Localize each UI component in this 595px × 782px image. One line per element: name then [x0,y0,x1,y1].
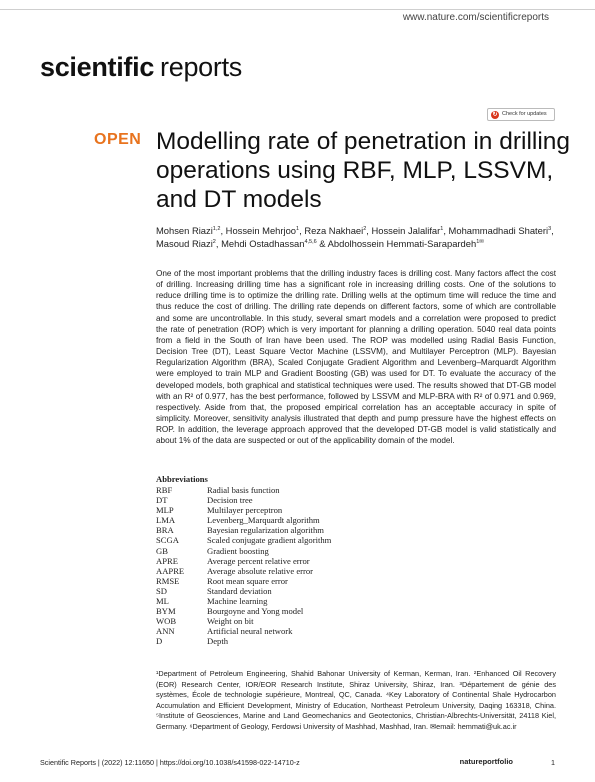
abbreviation-definition: Gradient boosting [207,545,269,556]
author-affiliation-mark: 3 [548,225,552,232]
abbreviation-term: SCGA [156,535,179,546]
abbreviation-definition: Root mean square error [207,575,288,586]
abbreviation-definition: Bayesian regularization algorithm [207,525,324,536]
author-name[interactable]: Mohammadhadi Shateri [448,225,549,236]
abbreviation-row: SD Standard deviation [156,586,331,596]
journal-name-light: reports [160,52,242,82]
journal-name-bold: scientific [40,52,155,82]
check-updates-label: Check for updates [502,111,547,117]
abbreviation-definition: Scaled conjugate gradient algorithm [207,535,332,546]
abbreviation-term: MLP [156,505,174,516]
author-name[interactable]: Masoud Riazi [156,238,213,249]
abbreviation-row: LMA Levenberg_Marquardt algorithm [156,515,331,525]
abbreviations-heading: Abbreviations [156,474,208,484]
abbreviation-row: D Depth [156,636,331,646]
abbreviation-term: RBF [156,485,173,495]
author-name[interactable]: Hossein Jalalifar [371,225,441,236]
update-icon: ↻ [491,110,499,119]
author-affiliation-mark: 1 [440,225,444,232]
abbreviation-row: SCGA Scaled conjugate gradient algorithm [156,535,331,545]
abbreviation-term: LMA [156,515,176,526]
abbreviation-row: ANN Artificial neural network [156,626,331,636]
abbreviation-row: BRA Bayesian regularization algorithm [156,525,331,535]
footer-citation[interactable]: Scientific Reports | (2022) 12:11650 | h… [40,758,300,767]
author-name[interactable]: Mehdi Ostadhassan [221,238,305,249]
author-name[interactable]: Mohsen Riazi [156,225,213,236]
abbreviation-row: GB Gradient boosting [156,546,331,556]
abbreviation-definition: Artificial neural network [207,626,293,637]
author-affiliation-mark: 2 [363,225,367,232]
abbreviations-table: RBF Radial basis function DT Decision tree M… [156,485,331,647]
abbreviation-term: DT [156,495,168,506]
author-name[interactable]: Reza Nakhaei [304,225,364,236]
abbreviation-row: AAPRE Average absolute relative error [156,566,331,576]
author-name[interactable]: Abdolhossein Hemmati-Sarapardeh [327,238,477,249]
abbreviation-term: AAPRE [156,565,185,576]
abbreviation-term: ANN [156,626,175,637]
abbreviation-definition: Machine learning [207,596,268,607]
abbreviation-term: WOB [156,616,177,627]
abbreviation-term: GB [156,545,168,556]
abbreviation-definition: Radial basis function [207,485,280,495]
abbreviation-row: MLP Multilayer perceptron [156,505,331,515]
abbreviation-term: BRA [156,525,174,536]
abstract: One of the most important problems that … [156,269,556,446]
check-updates-button[interactable]: ↻ Check for updates [487,108,555,121]
abbreviation-definition: Weight on bit [207,616,254,627]
abbreviation-row: RBF Radial basis function [156,485,331,495]
affiliations: ¹Department of Petroleum Engineering, Sh… [156,669,556,731]
abbreviations-section: Abbreviations RBF Radial basis function DT… [156,474,331,647]
abbreviation-definition: Multilayer perceptron [207,505,283,516]
abbreviation-definition: Bourgoyne and Yong model [207,606,304,617]
author-affiliation-mark: 1 [296,225,300,232]
article-title: Modelling rate of penetration in drillin… [156,128,571,213]
abbreviation-row: WOB Weight on bit [156,616,331,626]
author-list: Mohsen Riazi1,2, Hossein Mehrjoo1, Reza … [156,225,554,249]
abbreviation-row: BYM Bourgoyne and Yong model [156,606,331,616]
abbreviation-term: ML [156,596,169,607]
abbreviation-row: RMSE Root mean square error [156,576,331,586]
abbreviation-definition: Depth [207,636,229,647]
abbreviation-term: RMSE [156,575,180,586]
publisher-logo: natureportfolio [459,757,513,766]
author-affiliation-mark: 1✉ [476,238,484,245]
abbreviation-term: APRE [156,555,178,566]
abbreviation-row: APRE Average percent relative error [156,556,331,566]
journal-url[interactable]: www.nature.com/scientificreports [402,12,549,23]
journal-logo[interactable]: scientific reports [40,52,242,83]
abbreviation-term: SD [156,585,167,596]
author-affiliation-mark: 2 [212,238,216,245]
abbreviation-definition: Standard deviation [207,585,272,596]
abbreviation-term: D [156,636,163,647]
abbreviation-row: ML Machine learning [156,596,331,606]
abbreviation-term: BYM [156,606,176,617]
abbreviation-definition: Average absolute relative error [207,565,314,576]
header-rule [0,9,595,10]
author-name[interactable]: Hossein Mehrjoo [225,225,297,236]
abbreviation-definition: Decision tree [207,495,253,506]
page-number: 1 [551,758,555,767]
author-affiliation-mark: 4,5,6 [304,238,317,245]
open-access-badge: OPEN [94,131,142,148]
abbreviation-definition: Average percent relative error [207,555,310,566]
abbreviation-definition: Levenberg_Marquardt algorithm [207,515,320,526]
author-affiliation-mark: 1,2 [212,225,221,232]
abbreviation-row: DT Decision tree [156,495,331,505]
